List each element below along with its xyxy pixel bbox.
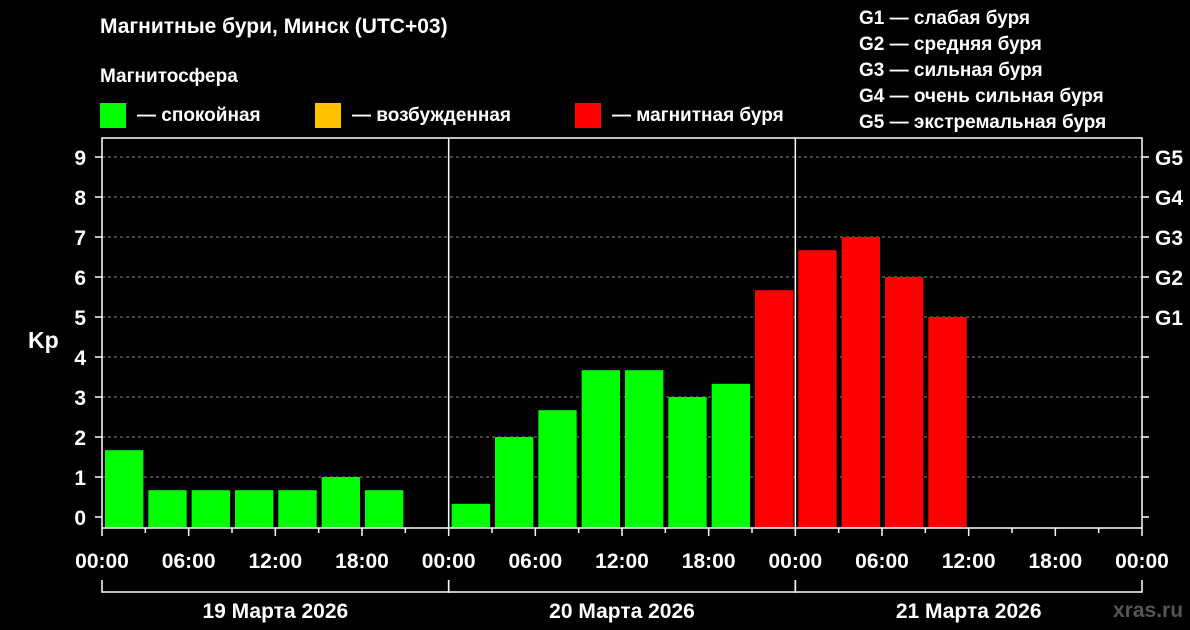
y-tick-label-3: 3 <box>74 387 86 410</box>
bar-12 <box>625 370 664 528</box>
g-legend-g2: G2 — средняя буря <box>859 34 1042 55</box>
y-tick-label-6: 6 <box>74 267 86 290</box>
x-tick-label-7: 18:00 <box>682 550 736 573</box>
x-tick-label-10: 12:00 <box>942 550 996 573</box>
y-tick-label-8: 8 <box>74 187 86 210</box>
y-tick-label-2: 2 <box>74 427 86 450</box>
x-tick-label-6: 12:00 <box>595 550 649 573</box>
x-tick-label-8: 00:00 <box>768 550 822 573</box>
g-axis-label-g4: G4 <box>1155 187 1183 210</box>
bar-6 <box>365 490 404 528</box>
g-legend-g3: G3 — сильная буря <box>859 60 1043 81</box>
x-tick-label-1: 06:00 <box>162 550 216 573</box>
chart-title: Магнитные бури, Минск (UTC+03) <box>100 15 448 38</box>
bar-15 <box>755 290 794 528</box>
bar-3 <box>235 490 274 528</box>
g-axis-label-g2: G2 <box>1155 267 1183 290</box>
grid-lines <box>102 156 1142 478</box>
x-tick-label-12: 00:00 <box>1115 550 1169 573</box>
bar-1 <box>148 490 187 528</box>
y-axis-label: Kp <box>28 327 59 353</box>
watermark: xras.ru <box>1113 599 1183 622</box>
y-tick-label-9: 9 <box>74 147 86 170</box>
day-bracket-2 <box>794 580 1143 593</box>
bar-2 <box>191 490 230 528</box>
bar-17 <box>841 237 880 528</box>
bar-8 <box>451 503 490 528</box>
x-tick-label-5: 06:00 <box>508 550 562 573</box>
g-axis-label-g5: G5 <box>1155 147 1183 170</box>
bar-5 <box>321 477 360 528</box>
g-legend-g4: G4 — очень сильная буря <box>859 86 1104 107</box>
bars <box>105 237 967 528</box>
y-tick-label-0: 0 <box>74 507 86 530</box>
y-tick-label-5: 5 <box>74 307 86 330</box>
bar-11 <box>581 370 620 528</box>
g-axis-label-g3: G3 <box>1155 227 1183 250</box>
y-tick-label-4: 4 <box>74 347 86 370</box>
legend-title: Магнитосфера <box>100 66 238 87</box>
g-legend-g5: G5 — экстремальная буря <box>859 112 1106 133</box>
y-tick-label-7: 7 <box>74 227 86 250</box>
day-label-2: 21 Марта 2026 <box>896 600 1042 623</box>
x-tick-label-0: 00:00 <box>75 550 129 573</box>
x-tick-label-4: 00:00 <box>422 550 476 573</box>
x-tick-label-2: 12:00 <box>248 550 302 573</box>
x-tick-label-11: 18:00 <box>1028 550 1082 573</box>
legend-swatch-calm <box>100 103 126 128</box>
legend-swatch-active <box>315 103 341 128</box>
bar-19 <box>928 317 967 528</box>
bar-18 <box>885 277 924 528</box>
bar-16 <box>798 250 837 528</box>
legend-swatch-storm <box>575 103 601 128</box>
bar-4 <box>278 490 317 528</box>
legend-label-active: — возбужденная <box>352 105 511 126</box>
day-label-1: 20 Марта 2026 <box>549 600 695 623</box>
legend-label-storm: — магнитная буря <box>612 105 784 126</box>
axes <box>95 137 1149 593</box>
day-bracket-1 <box>447 580 797 593</box>
x-tick-label-9: 06:00 <box>855 550 909 573</box>
x-tick-label-3: 18:00 <box>335 550 389 573</box>
g-axis-label-g1: G1 <box>1155 307 1183 330</box>
bar-10 <box>538 410 577 528</box>
bar-0 <box>105 450 144 528</box>
g-legend-g1: G1 — слабая буря <box>859 8 1030 29</box>
day-label-0: 19 Марта 2026 <box>202 600 348 623</box>
tick-labels: 0 1 2 3 4 5 6 7 8 9 G1 G2 G3 G4 G5 00:00 06:00 12:00 18:00… <box>74 147 1183 623</box>
legend-label-calm: — спокойная <box>137 105 261 126</box>
day-bracket-0 <box>101 580 450 593</box>
y-tick-label-1: 1 <box>74 467 86 490</box>
bar-14 <box>711 383 750 528</box>
bar-9 <box>495 437 534 528</box>
bar-13 <box>668 397 707 528</box>
